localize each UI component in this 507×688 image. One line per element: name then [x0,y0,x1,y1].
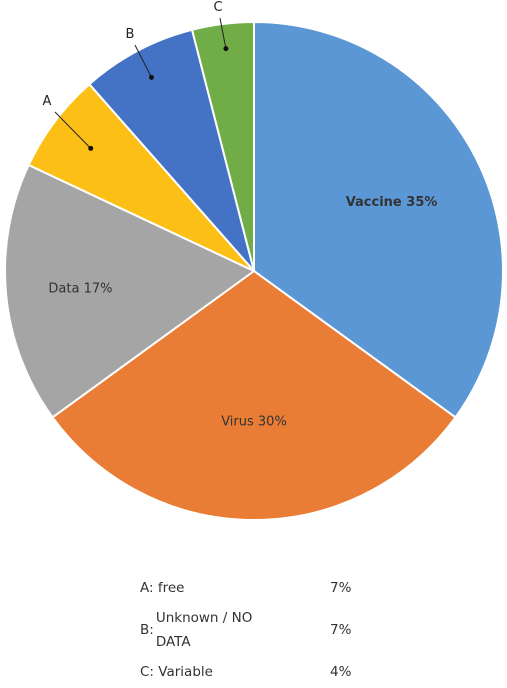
slice-label: C [213,0,222,15]
legend-percent: 7% [330,580,352,596]
legend-row-b: B: Unknown / NO DATA 7% [140,604,380,656]
pie-slice-data [4,163,256,419]
pie-slice-virus [51,269,457,521]
legend-key: C: [140,664,154,680]
callout-line [219,17,227,49]
legend-key: B: [140,622,154,638]
slice-label: Virus 30% [221,414,287,429]
legend-table: A: free 7% B: Unknown / NO DATA 7% C: Va… [140,572,380,688]
legend-text: Variable [158,664,213,680]
slice-label: Vaccine 35% [346,195,438,210]
callout-line [134,44,152,78]
legend-percent: 7% [330,622,352,638]
pie-slice-vaccine [253,20,504,419]
pie-chart: Vaccine 35% Virus 30% Data 17% A B C [4,0,504,521]
callout-dot [148,74,154,80]
legend-row-c: C: Variable 4% [140,656,380,688]
legend-percent: 4% [330,664,352,680]
legend-text: Unknown / NO DATA [155,610,253,650]
slice-label: B [126,27,135,42]
callout-dot [88,145,94,151]
callout-dot [223,46,229,52]
slice-label: A [43,94,52,109]
legend-text: free [157,580,185,596]
legend-row-a: A: free 7% [140,572,380,604]
legend-key: A: [140,580,154,596]
pie-slice-c [190,20,255,272]
slice-label: Data 17% [48,281,112,296]
callout-line [54,111,92,149]
